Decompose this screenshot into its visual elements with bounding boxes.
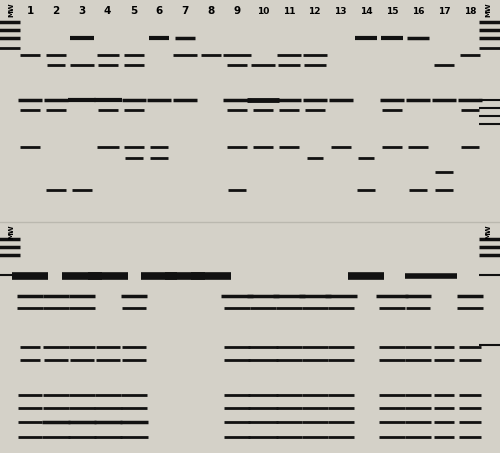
Text: 10: 10	[257, 6, 269, 15]
Text: MW: MW	[8, 225, 14, 239]
Text: 15: 15	[386, 6, 398, 15]
Text: 2: 2	[52, 6, 60, 16]
Text: 16: 16	[412, 6, 424, 15]
Text: 11: 11	[282, 6, 295, 15]
Text: 12: 12	[308, 6, 321, 15]
Text: 6: 6	[156, 6, 163, 16]
Text: 14: 14	[360, 6, 373, 15]
Text: MW: MW	[485, 225, 491, 239]
Text: 13: 13	[334, 6, 347, 15]
Text: MW: MW	[485, 3, 491, 17]
Text: 3: 3	[78, 6, 86, 16]
Text: MW: MW	[8, 3, 14, 17]
Text: 8: 8	[208, 6, 215, 16]
Text: 17: 17	[438, 6, 450, 15]
Text: 9: 9	[234, 6, 240, 16]
Text: 18: 18	[464, 6, 476, 15]
Text: 4: 4	[104, 6, 112, 16]
Text: 7: 7	[182, 6, 189, 16]
Text: 1: 1	[26, 6, 34, 16]
Text: 5: 5	[130, 6, 137, 16]
